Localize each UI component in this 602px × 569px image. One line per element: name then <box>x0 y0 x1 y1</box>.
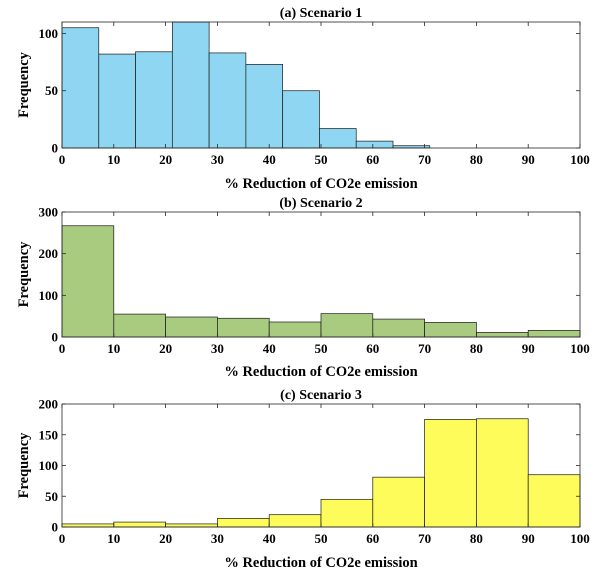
x-tick-label: 100 <box>570 341 590 356</box>
histogram-bar <box>319 128 357 149</box>
y-tick-label: 50 <box>45 489 58 504</box>
histogram-bar <box>372 476 425 528</box>
x-tick-label: 50 <box>315 341 328 356</box>
histogram-bar <box>320 313 374 338</box>
y-tick-label: 100 <box>39 288 59 303</box>
x-tick-label: 80 <box>470 152 483 167</box>
x-tick-label: 60 <box>366 341 379 356</box>
histogram-bar <box>165 316 218 338</box>
histogram-bar <box>424 419 477 528</box>
x-tick-label: 10 <box>107 531 120 546</box>
x-tick-label: 80 <box>470 341 483 356</box>
x-tick-label: 100 <box>570 152 590 167</box>
histogram-bar <box>171 21 210 149</box>
chart-panel-2: 0 10 20 30 40 50 60 70 80 90 100 0 100 200 300 (b) Scen… <box>16 196 590 380</box>
x-tick-label: 30 <box>211 531 224 546</box>
x-axis-label: % Reduction of CO2e emission <box>224 176 417 192</box>
histogram-bar <box>165 523 218 528</box>
histogram-bar <box>113 521 166 528</box>
y-tick-label: 200 <box>39 246 59 261</box>
y-tick-label: 50 <box>45 83 58 98</box>
y-tick-label: 0 <box>52 141 59 156</box>
chart-title: (c) Scenario 3 <box>280 388 362 403</box>
x-axis-label: % Reduction of CO2e emission <box>224 364 417 380</box>
histogram-bar <box>61 27 100 149</box>
x-tick-label: 90 <box>522 152 535 167</box>
x-tick-label: 0 <box>59 341 66 356</box>
histogram-bar <box>527 474 581 528</box>
x-tick-label: 0 <box>59 152 66 167</box>
x-tick-label: 70 <box>418 531 431 546</box>
chart-panel-1: 0 10 20 30 40 50 60 70 80 90 100 0 50 100 (a) Scenario… <box>16 6 590 192</box>
x-tick-label: 70 <box>418 152 431 167</box>
y-tick-label: 100 <box>39 458 59 473</box>
histogram-bar <box>98 53 136 149</box>
y-tick-label: 0 <box>52 520 59 535</box>
histogram-bar <box>135 51 173 149</box>
x-tick-label: 20 <box>159 152 172 167</box>
x-tick-label: 70 <box>418 341 431 356</box>
y-axis-label: Frequency <box>16 241 32 308</box>
y-axis-label: Frequency <box>16 51 32 118</box>
histogram-bar <box>113 313 166 338</box>
histogram-bar <box>320 498 374 528</box>
chart-title: (b) Scenario 2 <box>279 196 362 211</box>
histogram-bar <box>61 523 115 528</box>
y-tick-label: 150 <box>39 427 59 442</box>
x-tick-label: 100 <box>570 531 590 546</box>
y-tick-label: 200 <box>39 397 59 412</box>
x-tick-label: 20 <box>159 341 172 356</box>
x-tick-label: 40 <box>263 152 276 167</box>
x-tick-label: 90 <box>522 531 535 546</box>
y-tick-label: 100 <box>39 26 59 41</box>
x-tick-label: 30 <box>211 152 224 167</box>
chart-title: (a) Scenario 1 <box>280 6 362 21</box>
histogram-bar <box>217 518 270 528</box>
histogram-bar <box>245 64 284 149</box>
x-tick-label: 50 <box>315 152 328 167</box>
histogram-bar <box>268 514 322 528</box>
x-tick-label: 10 <box>107 152 120 167</box>
x-tick-label: 90 <box>522 341 535 356</box>
x-tick-label: 0 <box>59 531 66 546</box>
histogram-bar <box>527 329 581 338</box>
x-tick-label: 20 <box>159 531 172 546</box>
histogram-bar <box>268 321 322 338</box>
x-tick-label: 40 <box>263 531 276 546</box>
x-tick-label: 80 <box>470 531 483 546</box>
x-tick-label: 40 <box>263 341 276 356</box>
x-axis-label: % Reduction of CO2e emission <box>224 555 417 569</box>
y-tick-label: 0 <box>52 330 59 345</box>
x-tick-label: 60 <box>366 152 379 167</box>
y-tick-label: 300 <box>39 205 59 220</box>
histogram-bar <box>217 317 270 338</box>
histogram-bar <box>282 90 320 149</box>
histogram-bar <box>476 332 529 338</box>
x-tick-label: 60 <box>366 531 379 546</box>
x-tick-label: 50 <box>315 531 328 546</box>
x-tick-label: 30 <box>211 341 224 356</box>
histogram-bar <box>372 318 425 338</box>
x-tick-label: 10 <box>107 341 120 356</box>
histogram-bar <box>208 52 247 149</box>
y-axis-label: Frequency <box>16 432 32 499</box>
histogram-bar <box>61 225 115 338</box>
histogram-bar <box>355 140 394 149</box>
histogram-bar <box>424 322 477 338</box>
chart-panel-3: 0 10 20 30 40 50 60 70 80 90 100 0 50 100 150 200 (c) Sc… <box>16 388 590 569</box>
histogram-bar <box>476 418 529 528</box>
